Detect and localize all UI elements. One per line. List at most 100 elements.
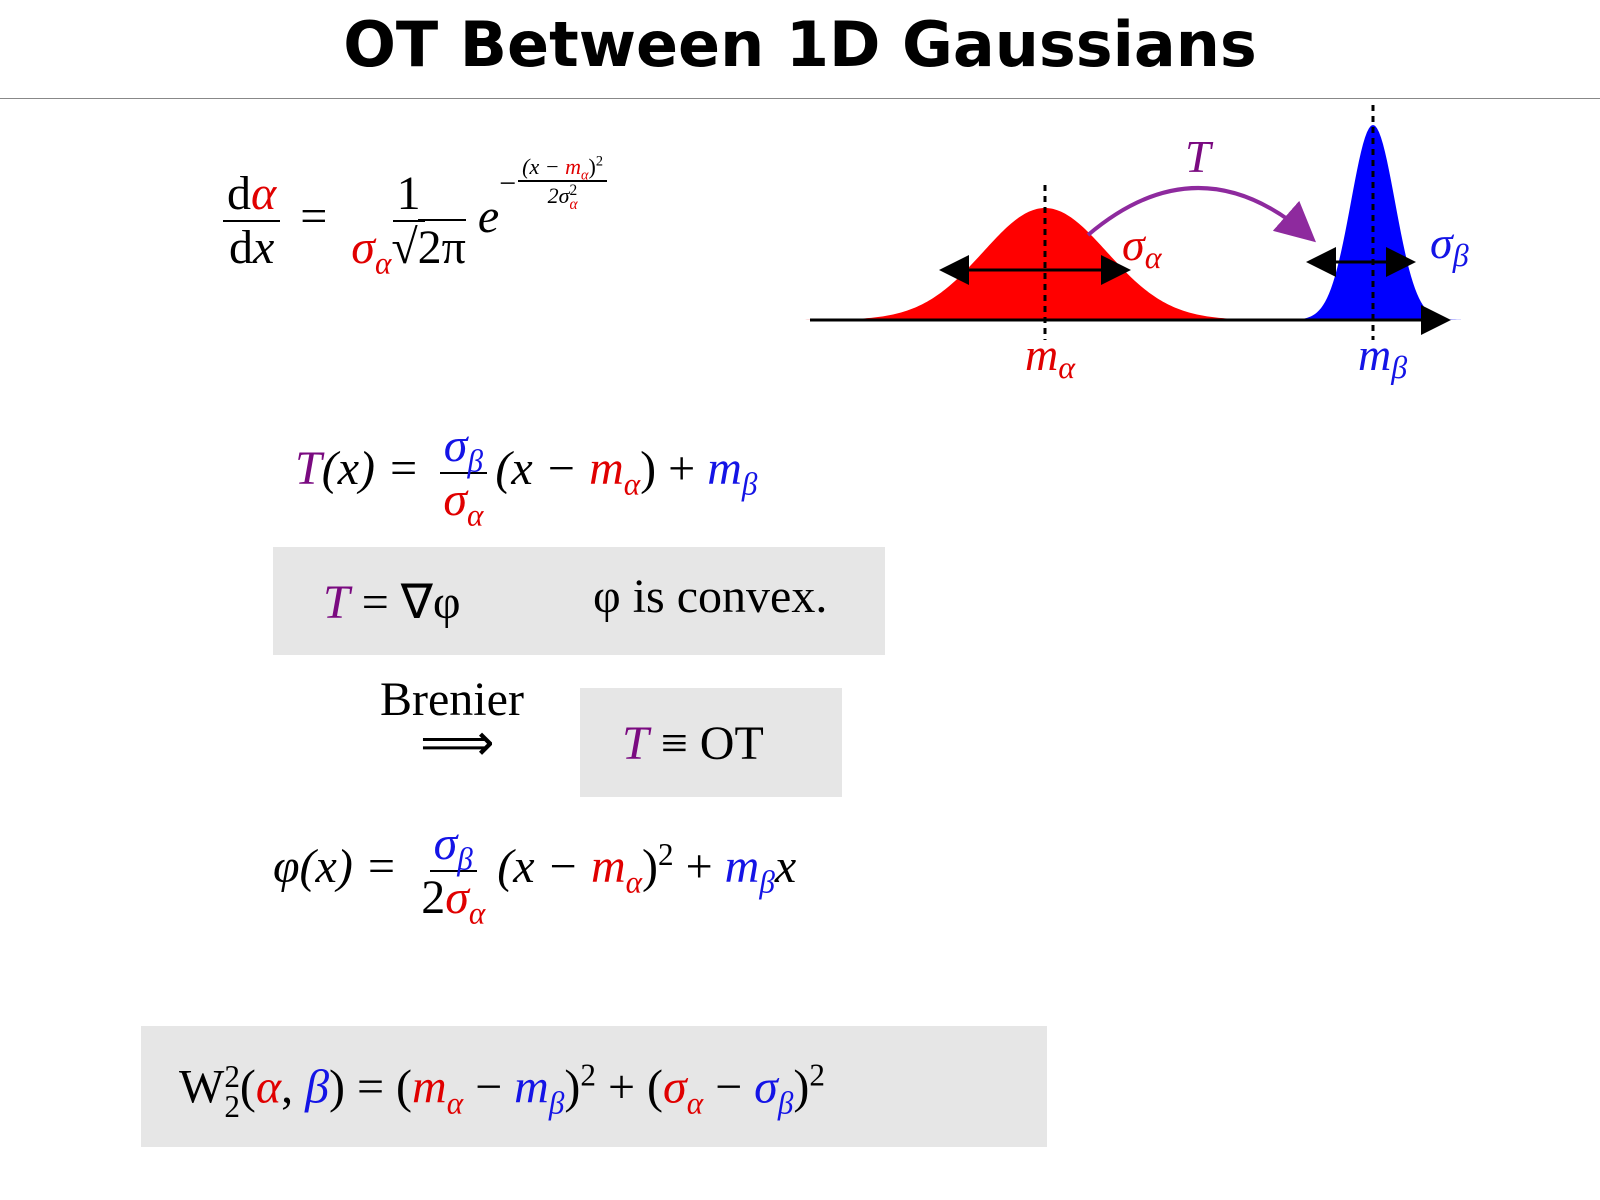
formula-text: x	[252, 221, 275, 274]
formula-text: 2	[595, 153, 603, 170]
formula-text: )	[793, 1060, 810, 1114]
formula-part: σα√2π	[347, 219, 470, 279]
formula-part: − (x − mα)2 2σ 2 α	[499, 154, 609, 214]
formula-text: σ	[663, 1060, 687, 1114]
density-formula: dα dx = 1 σα√2π e− (x − mα)2 2σ 2 α	[215, 155, 609, 279]
formula-text: 2	[569, 182, 578, 199]
formula-text: α	[446, 1085, 464, 1121]
convexity-box: T = ∇φ φ is convex.	[273, 547, 885, 655]
transport-formula: T(x) = σβ σα (x − mα) + mβ	[295, 419, 758, 531]
formula-text: β	[1390, 349, 1407, 385]
formula-text: σ	[445, 871, 469, 924]
formula-text: = ∇φ	[361, 576, 461, 629]
gaussian-beta	[1285, 125, 1461, 320]
formula-text: −	[499, 166, 517, 200]
formula-text: ) = (	[329, 1060, 413, 1114]
formula-part: 1 σα√2π	[347, 168, 470, 279]
formula-text: β	[777, 1085, 794, 1121]
formula-part: σα	[439, 473, 487, 531]
formula-text: x	[774, 840, 797, 894]
formula-text: σ	[443, 473, 468, 526]
formula-text: −	[703, 1060, 755, 1114]
formula-text: m	[565, 154, 581, 179]
formula-text: T	[295, 442, 322, 496]
formula-text: φ(x) =	[273, 840, 398, 894]
formula-text: β	[1452, 237, 1469, 273]
m-beta-label: mβ	[1358, 329, 1407, 385]
formula-text: α	[468, 895, 486, 931]
formula-text: α	[686, 1085, 704, 1121]
formula-text: d	[228, 221, 253, 274]
formula-text: β	[548, 1085, 565, 1121]
formula-text: −	[463, 1060, 515, 1114]
gaussian-figure: T σα σβ mα mβ	[797, 105, 1469, 385]
formula-text: (x −	[497, 840, 591, 894]
formula-text: 2σ	[547, 182, 570, 208]
formula-text: (x −	[495, 442, 590, 496]
t-label: T	[1185, 131, 1214, 182]
formula-text: m	[589, 442, 624, 496]
brenier-label: Brenier	[380, 673, 524, 726]
formula-text: ≡ OT	[660, 717, 764, 770]
formula-text: σ	[1122, 219, 1147, 270]
formula-part: σβ σα	[439, 419, 487, 531]
formula-text: T	[622, 717, 649, 770]
formula-part: T = ∇φ	[323, 579, 461, 627]
formula-text: m	[412, 1060, 447, 1114]
formula-text: β	[457, 841, 473, 877]
implies-arrow: ⟹	[420, 715, 495, 772]
formula-text: 2	[421, 871, 446, 924]
formula-part: dα	[223, 167, 281, 222]
sigma-beta-label: σβ	[1430, 217, 1469, 273]
formula-part: dα dx	[223, 167, 281, 274]
formula-text: + (	[595, 1060, 664, 1114]
formula-text: σ	[433, 817, 458, 870]
formula-text: m	[514, 1060, 549, 1114]
formula-text: d	[227, 167, 251, 220]
title: OT Between 1D Gaussians	[343, 8, 1257, 81]
formula-text: ) +	[640, 442, 708, 496]
formula-text: m	[724, 840, 760, 894]
formula-part: 2σα	[417, 871, 489, 929]
formula-text: σ	[443, 419, 468, 472]
formula-text: α	[251, 167, 277, 220]
formula-part: σβ	[429, 817, 477, 875]
formula-text: +	[673, 840, 725, 894]
formula-part: σβ	[439, 419, 487, 477]
formula-part: dx	[225, 222, 278, 274]
formula-text: β	[759, 864, 775, 900]
formula-text: 2	[580, 1057, 596, 1093]
sigma-alpha-label: σα	[1122, 219, 1163, 275]
formula-text: 2π	[417, 219, 466, 274]
formula-text: α	[255, 1060, 282, 1114]
ot-box: T ≡ OT	[580, 688, 842, 797]
formula-text: √	[391, 221, 418, 274]
formula-text: )	[564, 1060, 581, 1114]
title-rule	[0, 98, 1600, 99]
formula-text: )	[642, 840, 658, 894]
formula-text: α	[625, 864, 642, 900]
formula-text: β	[467, 443, 483, 479]
formula-text: α	[623, 466, 641, 502]
formula-text: (	[239, 1060, 256, 1114]
formula-part: 2σ 2 α	[544, 182, 582, 214]
m-alpha-label: mα	[1025, 329, 1076, 385]
formula-text: α	[374, 245, 392, 281]
formula-text: W	[179, 1060, 225, 1114]
formula-text: m	[707, 442, 742, 496]
formula-text: )	[588, 154, 596, 179]
formula-text: (x −	[522, 154, 566, 179]
formula-text: =	[300, 190, 328, 244]
formula-text: β	[305, 1060, 329, 1114]
formula-text: β	[741, 466, 758, 502]
formula-text: 2	[809, 1057, 825, 1093]
formula-text: α	[1058, 349, 1076, 385]
formula-part: T ≡ OT	[622, 720, 764, 768]
formula-text: 2	[224, 1088, 240, 1124]
formula-part: (x − mα)2	[518, 153, 607, 183]
formula-text: 1	[392, 168, 425, 222]
formula-text: σ	[1430, 217, 1455, 268]
